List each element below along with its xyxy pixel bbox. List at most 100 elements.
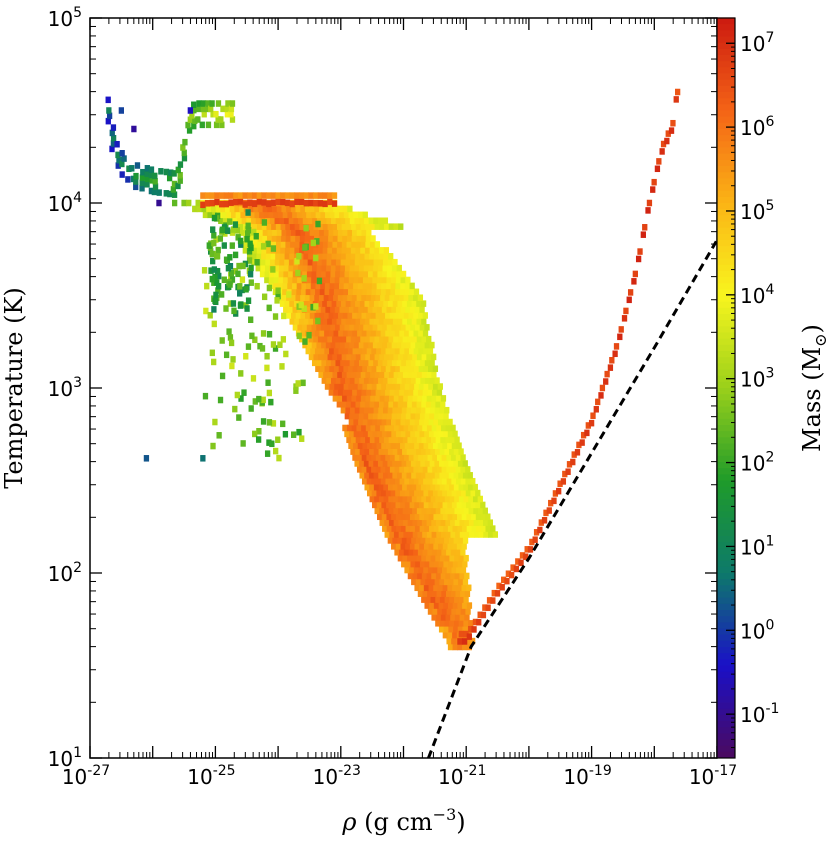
heatmap-cell xyxy=(394,389,400,396)
heatmap-cell xyxy=(389,312,396,319)
heatmap-cell xyxy=(437,501,444,509)
colorbar-segment xyxy=(717,233,735,240)
heatmap-cell xyxy=(447,418,453,426)
heatmap-cell xyxy=(376,418,383,426)
heatmap-cell xyxy=(342,229,348,236)
heatmap-cell xyxy=(462,602,468,609)
heatmap-cell xyxy=(442,543,449,550)
heatmap-cell xyxy=(401,377,407,384)
heatmap-cell xyxy=(411,335,418,343)
heatmap-cell xyxy=(431,590,438,597)
heatmap-cell xyxy=(332,371,338,378)
heatmap-cell xyxy=(416,448,422,455)
heatmap-cell xyxy=(402,353,409,361)
heatmap-cell xyxy=(350,258,356,266)
colorbar-segment xyxy=(717,66,735,74)
heatmap-cell xyxy=(416,300,422,307)
heatmap-cell xyxy=(408,424,414,432)
heatmap-cell xyxy=(266,200,272,208)
heatmap-cell xyxy=(413,566,420,574)
heatmap-cell xyxy=(365,371,371,378)
heatmap-cell xyxy=(411,406,417,414)
heatmap-cell xyxy=(562,470,568,478)
heatmap-cell xyxy=(339,211,345,219)
heatmap-cell xyxy=(386,270,393,278)
heatmap-cell xyxy=(280,223,286,230)
heatmap-cell xyxy=(370,371,376,378)
heatmap-cell xyxy=(242,201,248,208)
heatmap-cell xyxy=(266,223,272,230)
heatmap-cell xyxy=(440,531,447,538)
heatmap-cell xyxy=(393,335,399,343)
heatmap-cell xyxy=(420,300,427,307)
colorbar-segment xyxy=(717,91,735,99)
heatmap-cell xyxy=(388,253,394,260)
heatmap-cell xyxy=(217,235,224,242)
heatmap-cell xyxy=(463,620,469,627)
heatmap-cell xyxy=(411,483,417,491)
heatmap-cell xyxy=(422,389,428,396)
heatmap-cell xyxy=(236,414,242,421)
heatmap-cell xyxy=(227,281,233,288)
y-tick-label: 105 xyxy=(48,5,82,31)
heatmap-cell xyxy=(385,477,391,485)
heatmap-cell xyxy=(453,537,459,544)
heatmap-cell xyxy=(119,171,125,178)
heatmap-cell xyxy=(327,247,333,254)
heatmap-cell xyxy=(412,507,418,515)
heatmap-cell xyxy=(475,513,482,521)
heatmap-cell xyxy=(299,235,306,242)
heatmap-cell xyxy=(266,419,273,426)
heatmap-cell xyxy=(323,294,329,301)
heatmap-cell xyxy=(237,237,244,245)
colorbar-segment xyxy=(717,103,735,111)
colorbar-segment xyxy=(717,621,735,629)
heatmap-cell xyxy=(302,338,308,345)
heatmap-cell xyxy=(300,205,306,213)
heatmap-cell xyxy=(326,253,333,260)
heatmap-cell xyxy=(330,276,336,284)
heatmap-cell xyxy=(318,371,324,378)
heatmap-cell xyxy=(215,205,221,213)
heatmap-cell xyxy=(347,329,353,337)
heatmap-cell xyxy=(335,270,341,278)
heatmap-cell xyxy=(346,395,353,402)
heatmap-cell xyxy=(319,312,325,319)
heatmap-cell xyxy=(352,347,358,355)
y-tick-label-base: 10 xyxy=(48,377,73,401)
colorbar-segment xyxy=(717,208,735,216)
heatmap-cell xyxy=(290,241,296,248)
heatmap-cell xyxy=(279,258,285,266)
heatmap-cell xyxy=(324,347,330,355)
heatmap-cell xyxy=(423,584,430,592)
heatmap-cell xyxy=(456,608,462,615)
colorbar-segment xyxy=(717,603,735,610)
heatmap-cell xyxy=(442,513,449,521)
heatmap-cell xyxy=(449,495,455,503)
heatmap-cell xyxy=(291,431,297,438)
x-axis-title-exp: −3 xyxy=(433,805,457,824)
heatmap-cell xyxy=(309,294,315,301)
heatmap-cell xyxy=(314,329,321,337)
heatmap-cell xyxy=(424,341,430,349)
heatmap-cell xyxy=(339,324,346,331)
heatmap-cell xyxy=(382,264,388,272)
heatmap-cell xyxy=(367,324,374,331)
heatmap-cell xyxy=(447,643,454,651)
heatmap-cell xyxy=(357,288,363,296)
heatmap-cell xyxy=(251,258,257,266)
heatmap-cell xyxy=(368,270,374,278)
colorbar-tick-label-base: 10 xyxy=(740,200,765,224)
y-tick-label: 101 xyxy=(48,745,82,771)
colorbar-segment xyxy=(717,54,735,62)
heatmap-cell xyxy=(358,270,364,278)
heatmap-cell xyxy=(331,200,338,207)
heatmap-cell xyxy=(213,110,219,118)
heatmap-cell xyxy=(200,201,206,209)
heatmap-cell xyxy=(356,229,363,236)
heatmap-cell xyxy=(282,211,288,219)
heatmap-cell xyxy=(323,312,330,319)
heatmap-cell xyxy=(321,258,328,266)
heatmap-cell xyxy=(402,448,408,455)
heatmap-cell xyxy=(390,347,396,355)
